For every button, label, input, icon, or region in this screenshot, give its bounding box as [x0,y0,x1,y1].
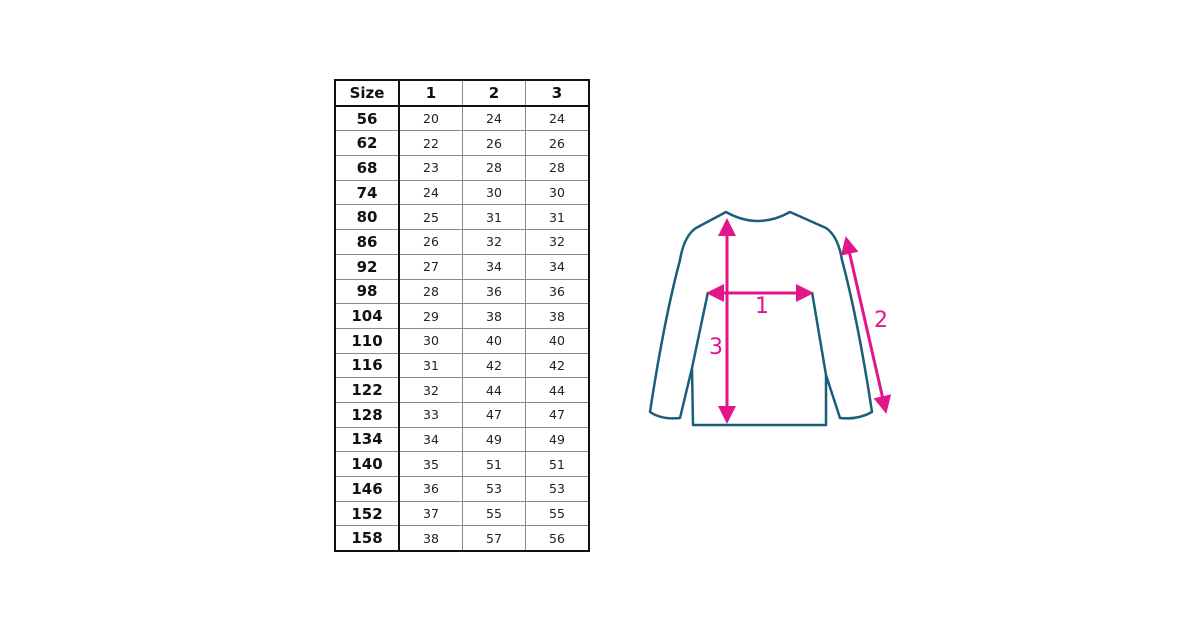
table-row: 98 28 36 36 [334,278,590,305]
measurement-cell: 47 [525,401,590,428]
measurement-cell: 56 [525,525,590,552]
column-header: 1 [398,79,463,107]
measurement-cell: 27 [398,253,463,280]
measurement-cell: 57 [462,525,526,552]
size-cell: 92 [334,253,400,280]
measurement-cell: 25 [398,204,463,231]
table-row: 56 20 24 24 [334,105,590,132]
size-cell: 128 [334,401,400,428]
measurement-cell: 24 [462,105,526,132]
measurement-cell: 20 [398,105,463,132]
table-row: 80 25 31 31 [334,204,590,231]
measurement-cell: 29 [398,303,463,329]
table-row: 122 32 44 44 [334,377,590,403]
measurement-cell: 55 [462,500,526,527]
sleeve-label: 2 [874,308,888,333]
measurement-cell: 49 [525,426,590,453]
table-row: 74 24 30 30 [334,179,590,206]
size-cell: 158 [334,525,400,552]
size-cell: 74 [334,179,400,206]
measurement-cell: 34 [462,253,526,280]
table-row: 140 35 51 51 [334,451,590,477]
size-cell: 110 [334,327,400,354]
measurement-cell: 55 [525,500,590,527]
measurement-cell: 34 [398,426,463,453]
column-header: 3 [525,79,590,107]
table-row: 92 27 34 34 [334,253,590,280]
size-table: Size 1 2 3 56 20 24 24 62 22 26 26 68 23 28 28 74 24 30 30… [334,79,590,553]
sweater-outline [648,210,874,427]
table-row: 104 29 38 38 [334,303,590,329]
measurement-cell: 38 [462,303,526,329]
size-cell: 56 [334,105,400,132]
measurement-cell: 44 [462,377,526,403]
measurement-cell: 30 [398,327,463,354]
measurement-cell: 31 [525,204,590,231]
measurement-cell: 24 [525,105,590,132]
length-label: 3 [709,335,723,360]
measurement-cell: 53 [462,476,526,502]
header-row: Size 1 2 3 [334,79,590,107]
measurement-cell: 31 [398,352,463,379]
measurement-cell: 36 [398,476,463,502]
measurement-cell: 42 [462,352,526,379]
size-cell: 122 [334,377,400,403]
size-cell: 80 [334,204,400,231]
table-row: 146 36 53 53 [334,476,590,502]
column-header: 2 [462,79,526,107]
size-cell: 140 [334,451,400,477]
table-row: 134 34 49 49 [334,426,590,453]
size-cell: 62 [334,130,400,157]
size-cell: 152 [334,500,400,527]
table-row: 116 31 42 42 [334,352,590,379]
measurement-cell: 51 [462,451,526,477]
measurement-cell: 38 [398,525,463,552]
measurement-cell: 23 [398,155,463,181]
size-header: Size [334,79,400,107]
measurement-cell: 32 [525,229,590,255]
sleeve-arrow [840,236,892,414]
measurement-cell: 38 [525,303,590,329]
table-row: 62 22 26 26 [334,130,590,157]
size-cell: 134 [334,426,400,453]
measurement-cell: 31 [462,204,526,231]
measurement-cell: 42 [525,352,590,379]
measurement-cell: 40 [462,327,526,354]
chest-label: 1 [755,294,769,319]
table-row: 158 38 57 56 [334,525,590,552]
